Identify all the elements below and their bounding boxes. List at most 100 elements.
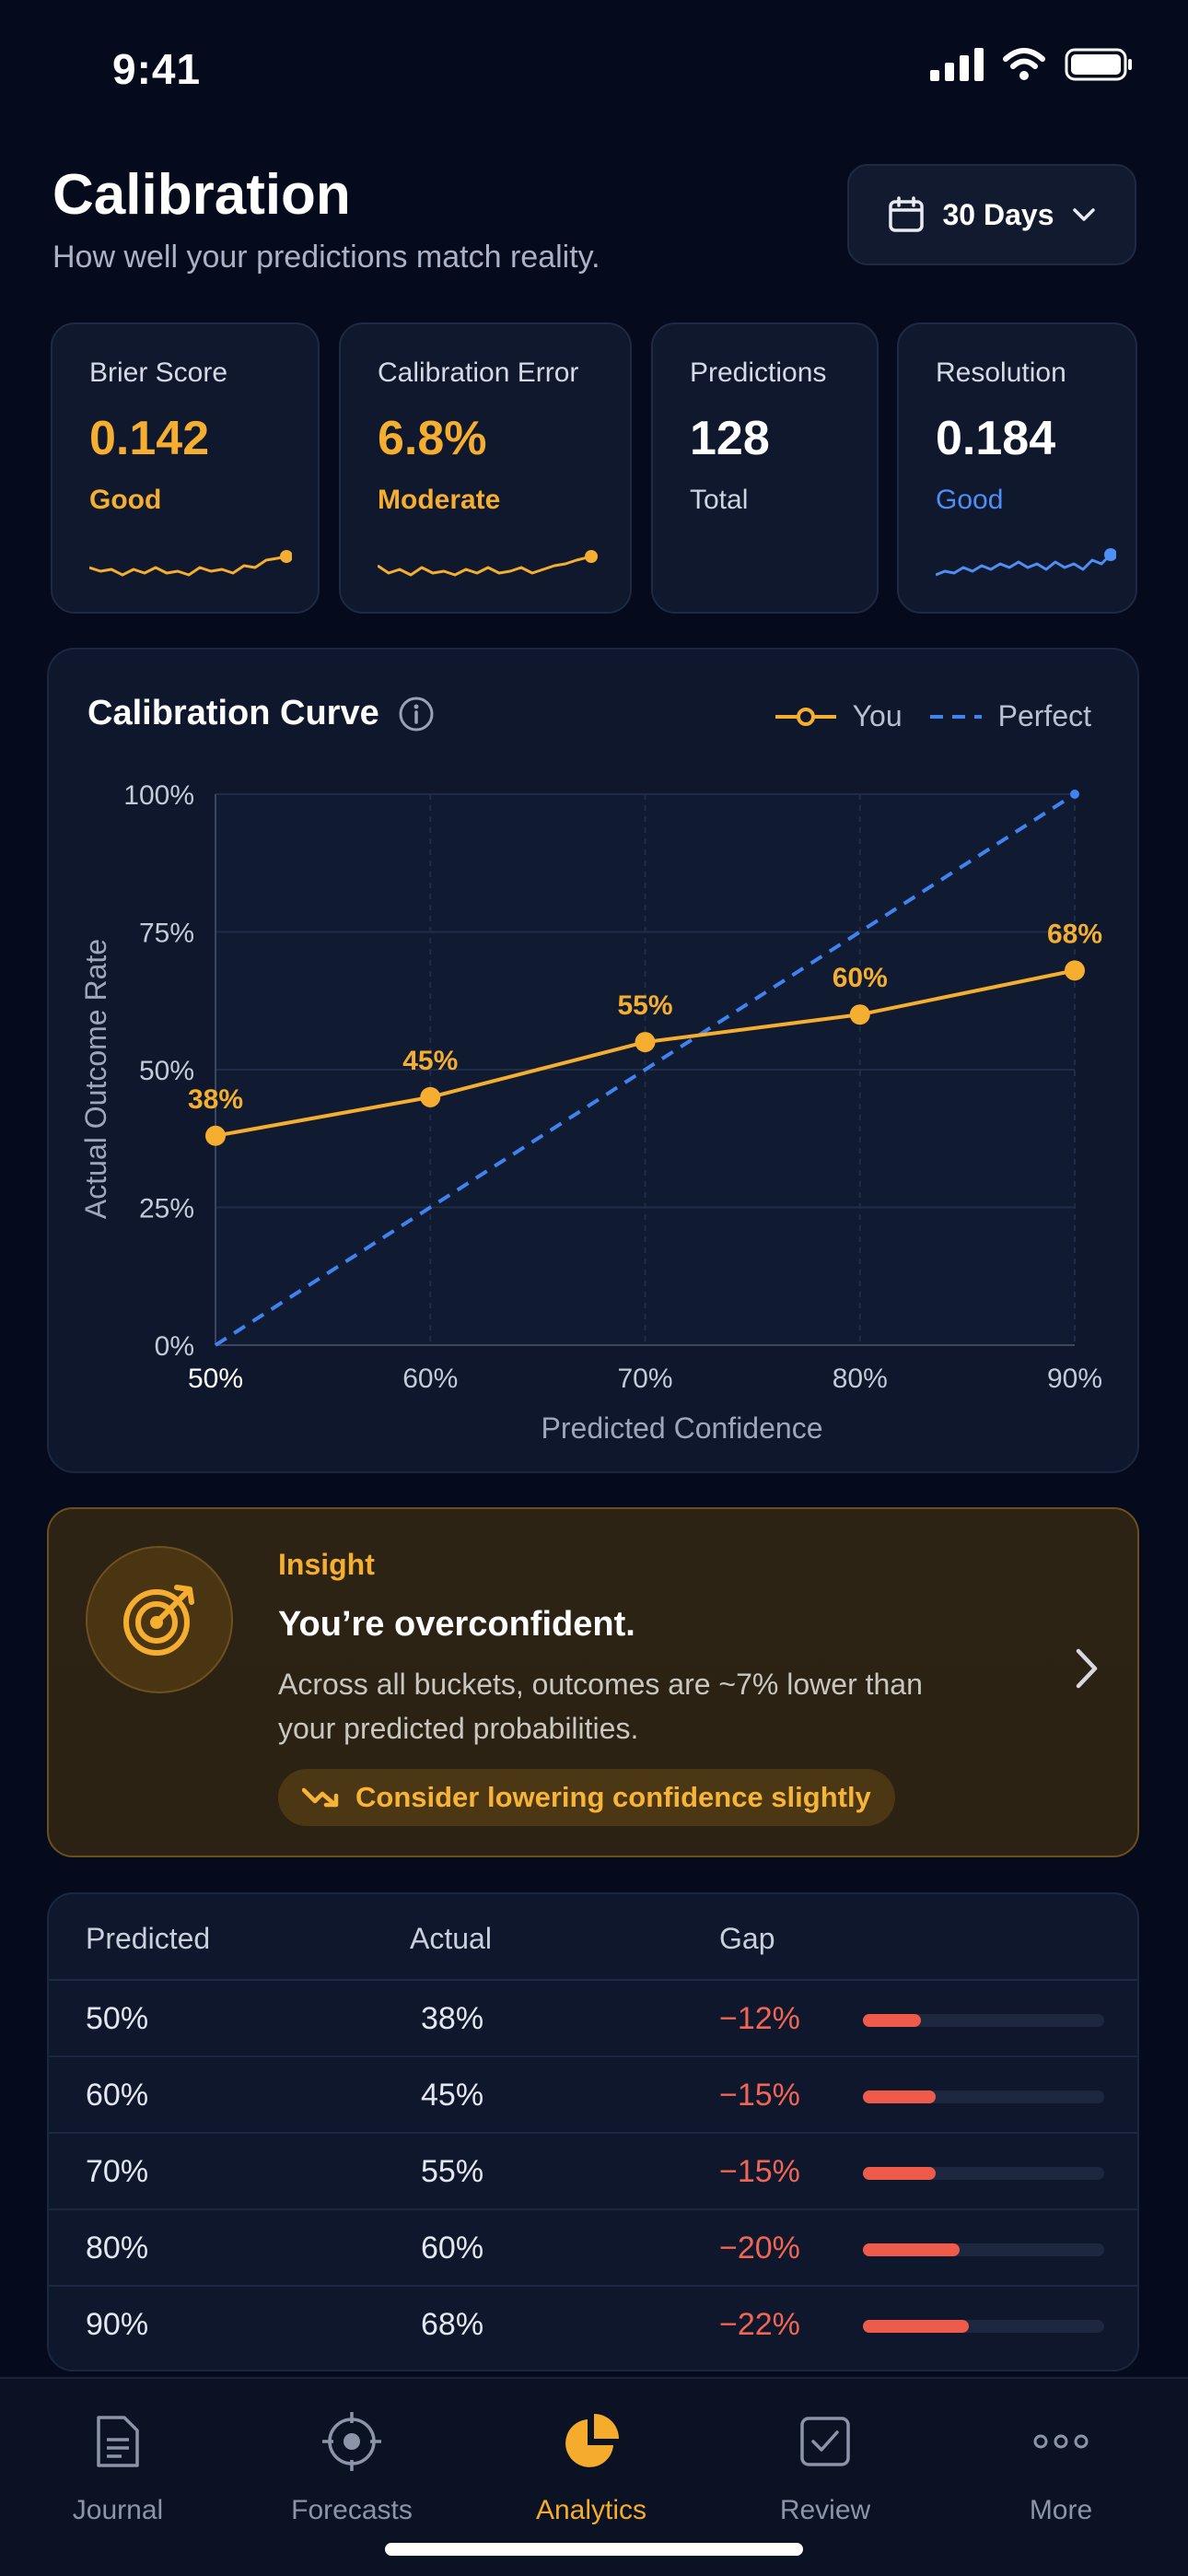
y-axis-title: Actual Outcome Rate — [79, 939, 112, 1219]
crosshair-icon — [322, 2412, 381, 2471]
data-point-you — [635, 1032, 656, 1053]
chart-legend: You Perfect — [775, 699, 1091, 733]
cell-actual: 55% — [421, 2154, 484, 2189]
metric-status: Good — [89, 485, 162, 515]
table-row: 70% 55% −15% — [49, 2134, 1137, 2210]
wifi-icon — [1003, 48, 1045, 80]
legend-item-perfect: Perfect — [929, 699, 1091, 733]
calendar-icon — [888, 196, 924, 232]
cell-gap: −20% — [719, 2231, 800, 2266]
gap-bar-fill — [863, 2014, 921, 2027]
metric-label: Predictions — [690, 357, 827, 388]
calibration-table: Predicted Actual Gap 50% 38% −12% 60% 45% −15… — [47, 1892, 1139, 2371]
cell-actual: 45% — [421, 2078, 484, 2113]
sparkline-chart — [378, 550, 598, 577]
nav-item-forecasts[interactable]: Forecasts — [260, 2406, 444, 2526]
chart-title: Calibration Curve — [87, 694, 379, 732]
data-point-you — [205, 1125, 226, 1146]
insight-card[interactable]: Insight You’re overconfident. Across all… — [47, 1507, 1139, 1857]
column-header-actual: Actual — [410, 1922, 492, 1955]
legend-label: You — [852, 699, 903, 732]
x-tick-label: 80% — [833, 1364, 888, 1394]
info-icon[interactable] — [398, 696, 435, 732]
page-title: Calibration — [52, 163, 351, 227]
metric-card-calibration-error[interactable]: Calibration Error 6.8% Moderate — [339, 322, 632, 614]
nav-item-more[interactable]: More — [969, 2406, 1153, 2526]
status-icons — [930, 48, 1133, 81]
gap-bar-track — [863, 2090, 1104, 2103]
legend-item-you: You — [775, 699, 903, 733]
data-label-you: 55% — [617, 990, 672, 1021]
gap-bar-fill — [863, 2243, 960, 2256]
chevron-right-icon[interactable] — [1073, 1647, 1101, 1690]
checkbox-icon — [800, 2417, 850, 2466]
nav-label: Journal — [72, 2495, 164, 2525]
metric-card-brier-score[interactable]: Brier Score 0.142 Good — [51, 322, 320, 614]
cell-predicted: 60% — [86, 2078, 149, 2113]
status-time: 9:41 — [112, 45, 202, 93]
battery-icon — [1065, 48, 1132, 81]
data-point-you — [1065, 960, 1085, 981]
metric-label: Brier Score — [89, 357, 228, 388]
metric-status: Good — [936, 485, 1004, 515]
cell-predicted: 50% — [86, 2001, 149, 2036]
calibration-chart: 0% 25% 50% 75% 100% 50% 60% 70% 80% 90% Predicted … — [79, 780, 1102, 1445]
insight-heading: You’re overconfident. — [278, 1605, 635, 1644]
nav-label: Review — [779, 2495, 871, 2525]
y-tick-label: 75% — [139, 919, 194, 949]
data-point-you — [849, 1004, 870, 1025]
pie-chart-icon — [565, 2414, 619, 2467]
cell-gap: −15% — [719, 2078, 800, 2113]
cell-actual: 60% — [421, 2231, 484, 2266]
gap-bar-fill — [863, 2090, 936, 2103]
calibration-chart-card: Calibration Curve You Perfect 0% 25% 50% 75… — [47, 648, 1139, 1473]
data-label-you: 60% — [833, 963, 888, 993]
insight-suggestion-chip[interactable]: Consider lowering confidence slightly — [278, 1769, 895, 1826]
sparkline-chart — [89, 550, 292, 577]
table-row: 50% 38% −12% — [49, 1981, 1137, 2057]
series-line-perfect — [214, 792, 1077, 1347]
metric-card-predictions[interactable]: Predictions 128 Total — [651, 322, 879, 614]
metric-status: Moderate — [378, 485, 501, 515]
chevron-down-icon — [1073, 208, 1096, 221]
y-tick-label: 100% — [123, 780, 194, 811]
column-header-gap: Gap — [719, 1922, 775, 1955]
chart-title-row: Calibration Curve — [87, 694, 435, 733]
gap-bar-track — [863, 2243, 1104, 2256]
nav-item-analytics[interactable]: Analytics — [499, 2406, 683, 2526]
x-tick-label: 60% — [402, 1364, 458, 1394]
y-tick-label: 25% — [139, 1194, 194, 1224]
page-subtitle: How well your predictions match reality. — [52, 240, 600, 275]
trend-down-icon — [302, 1787, 339, 1808]
insight-kicker: Insight — [278, 1548, 375, 1581]
cell-gap: −22% — [719, 2307, 800, 2342]
table-row: 90% 68% −22% — [49, 2287, 1137, 2363]
gap-bar-track — [863, 2014, 1104, 2027]
table-row: 80% 60% −20% — [49, 2210, 1137, 2287]
series-endpoint-perfect — [1070, 790, 1079, 799]
x-tick-label: 50% — [188, 1364, 243, 1394]
target-icon — [123, 1585, 194, 1656]
data-label-you: 45% — [402, 1046, 458, 1076]
gap-bar-fill — [863, 2167, 936, 2180]
metric-value: 6.8% — [378, 412, 487, 465]
cell-predicted: 70% — [86, 2154, 149, 2189]
gap-bar-track — [863, 2320, 1104, 2333]
table-header: Predicted Actual Gap — [49, 1894, 1137, 1981]
x-axis-title: Predicted Confidence — [542, 1411, 823, 1445]
metric-card-resolution[interactable]: Resolution 0.184 Good — [897, 322, 1137, 614]
insight-chip-label: Consider lowering confidence slightly — [355, 1781, 871, 1813]
sparkline-chart — [936, 548, 1116, 577]
nav-item-journal[interactable]: Journal — [26, 2406, 210, 2526]
date-range-button[interactable]: 30 Days — [847, 164, 1136, 265]
cell-predicted: 90% — [86, 2307, 149, 2342]
metric-value: 0.142 — [89, 412, 210, 465]
cell-gap: −15% — [719, 2154, 800, 2189]
legend-swatch-solid — [775, 707, 836, 726]
cell-predicted: 80% — [86, 2231, 149, 2266]
cell-actual: 68% — [421, 2307, 484, 2342]
nav-item-review[interactable]: Review — [733, 2406, 917, 2526]
x-tick-label: 90% — [1047, 1364, 1102, 1394]
x-tick-label: 70% — [617, 1364, 672, 1394]
data-point-you — [420, 1086, 441, 1107]
